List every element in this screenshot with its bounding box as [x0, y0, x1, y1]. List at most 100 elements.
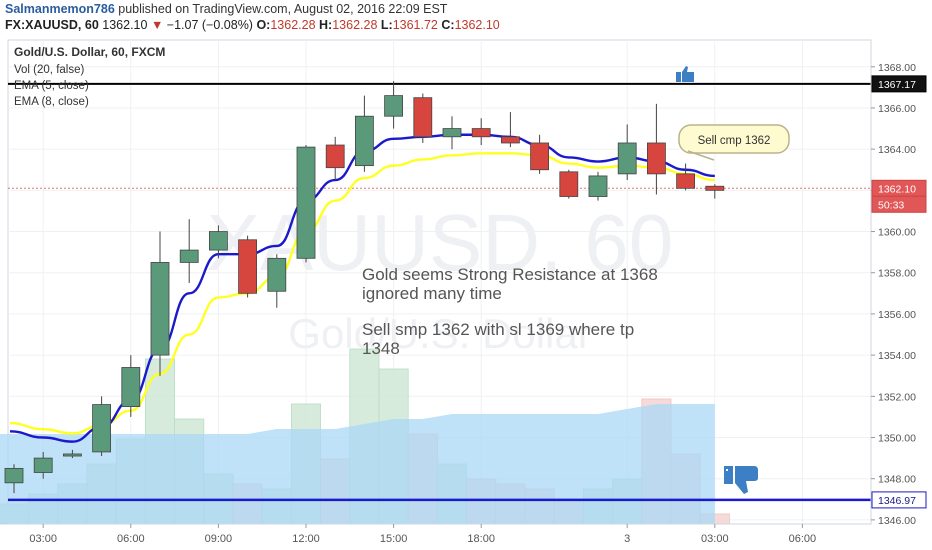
low-label: L: [380, 18, 393, 32]
x-tick-label: 12:00 [292, 533, 320, 545]
candle-body [705, 185, 725, 191]
x-tick-label: 03:00 [29, 533, 57, 545]
candle-body [267, 257, 287, 292]
candles [4, 81, 725, 494]
candle [121, 355, 141, 417]
annotation-line-2: ignored many time [362, 284, 502, 303]
candle [530, 134, 549, 174]
countdown-label-bg [871, 195, 927, 213]
support-label-text: 1346.97 [878, 495, 916, 507]
watermark-name: Gold/U.S. Dollar [288, 310, 591, 357]
candle [471, 118, 491, 146]
candle [267, 254, 287, 308]
high-label: H: [319, 18, 333, 32]
change-value: −1.07 (−0.08%) [166, 18, 253, 32]
candle [4, 464, 24, 494]
callout-pointer [687, 150, 715, 161]
candle-body [384, 95, 404, 117]
candle-body [63, 453, 82, 457]
candle [384, 81, 404, 129]
candle-body [500, 136, 520, 144]
chart-header: Salmanmemon786 published on TradingView.… [0, 0, 932, 38]
candle [92, 396, 111, 457]
y-tick-label: 1364.00 [878, 144, 916, 156]
quote-line: FX:XAUUSD, 60 1362.10 ▼ −1.07 (−0.08%) O… [5, 18, 500, 32]
y-tick-label: 1360.00 [878, 227, 916, 239]
y-axis[interactable]: 1346.00 1348.00 1350.00 1352.00 1354.00 1356.… [870, 40, 916, 527]
y-tick-label: 1348.00 [878, 474, 916, 486]
callout[interactable]: Sell cmp 1362 [678, 124, 790, 161]
candle [442, 116, 462, 150]
x-axis[interactable]: 03:00 06:00 09:00 12:00 15:00 18:00 3 03:00 06:0… [8, 523, 871, 545]
annotation-text[interactable]: Gold seems Strong Resistance at 1368 ign… [362, 265, 658, 358]
candle-body [296, 146, 316, 259]
candle-body [4, 467, 24, 484]
candle-body [354, 115, 374, 167]
candle-body [238, 239, 258, 294]
high-value: 1362.28 [332, 18, 378, 32]
volume-ma-area [0, 404, 715, 524]
candle-body [179, 249, 199, 263]
thumbs-down-icon[interactable] [724, 466, 758, 494]
down-arrow-icon: ▼ [150, 18, 164, 32]
candle-body [121, 367, 141, 408]
candle [617, 124, 637, 181]
candle [63, 449, 82, 459]
close-value: 1362.10 [454, 18, 500, 32]
x-tick-label: 06:00 [789, 533, 817, 545]
candle [354, 95, 374, 172]
x-tick-label: 18:00 [467, 533, 495, 545]
y-tick-label: 1366.00 [878, 103, 916, 115]
x-tick-label: 09:00 [205, 533, 233, 545]
indicator-ema8[interactable]: EMA (8, close) [14, 96, 89, 108]
candle-body [442, 128, 462, 138]
support-label: 1346.97 [871, 491, 927, 509]
candle [705, 184, 725, 199]
candle [296, 145, 316, 263]
y-tick-label: 1346.00 [878, 515, 916, 527]
y-tick-label: 1350.00 [878, 432, 916, 444]
price-value: 1362.10 [102, 18, 148, 32]
y-tick-label: 1358.00 [878, 268, 916, 280]
candle [413, 93, 433, 143]
annotation-line-1: Gold seems Strong Resistance at 1368 [362, 265, 658, 284]
candle-body [588, 175, 608, 197]
indicator-vol[interactable]: Vol (20, false) [14, 64, 84, 76]
open-value: 1362.28 [270, 18, 316, 32]
x-tick-label: 06:00 [117, 533, 145, 545]
candle [150, 231, 170, 376]
candle-body [33, 457, 53, 473]
candle-body [559, 171, 579, 197]
candle-body [471, 128, 491, 138]
countdown-label: 50:33 [871, 195, 927, 213]
candle [179, 219, 199, 284]
candle [33, 451, 53, 479]
author-name[interactable]: Salmanmemon786 [5, 2, 115, 16]
low-value: 1361.72 [392, 18, 438, 32]
x-tick-label: 15:00 [380, 533, 408, 545]
resistance-label-text: 1367.17 [878, 79, 916, 91]
candle [647, 103, 666, 195]
candle [238, 235, 258, 298]
resistance-label-bg [871, 75, 927, 93]
resistance-label: 1367.17 [871, 75, 927, 93]
annotation-line-4: 1348 [362, 339, 400, 358]
candle [325, 136, 345, 181]
candle-body [208, 231, 228, 251]
x-tick-label: 3 [624, 533, 630, 545]
thumbs-up-icon[interactable] [676, 66, 694, 82]
candle-body [92, 404, 111, 453]
x-tick-label: 03:00 [701, 533, 729, 545]
indicator-ema5[interactable]: EMA (5, close) [14, 80, 89, 92]
countdown-label-text: 50:33 [878, 199, 904, 211]
candle-body [150, 262, 170, 356]
y-tick-label: 1354.00 [878, 350, 916, 362]
candle [676, 163, 695, 191]
publish-text: published on TradingView.com, August 02,… [118, 2, 448, 16]
candle-body [617, 142, 637, 175]
support-label-bg [871, 491, 927, 509]
open-label: O: [256, 18, 271, 32]
candle-body [413, 97, 433, 138]
symbol-label: FX:XAUUSD, 60 [5, 18, 99, 32]
